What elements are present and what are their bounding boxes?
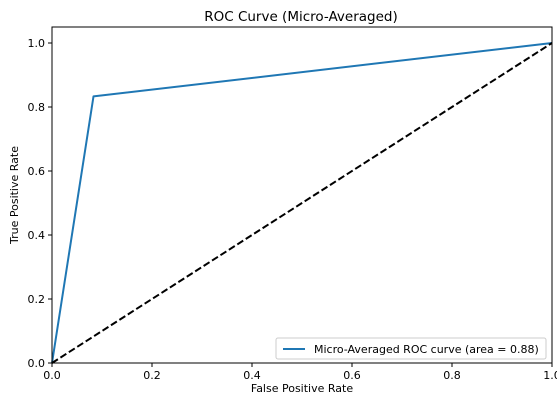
x-tick-label: 0.8 [443, 369, 461, 382]
y-tick-label: 0.2 [28, 293, 46, 306]
y-axis-ticks: 0.0 0.2 0.4 0.6 0.8 1.0 [28, 37, 52, 370]
legend-box [275, 337, 547, 360]
x-axis-label: False Positive Rate [251, 382, 353, 395]
roc-curve-line [51, 42, 553, 364]
y-tick-label: 0.6 [28, 165, 46, 178]
chart-title: ROC Curve (Micro-Averaged) [204, 9, 398, 25]
plot-frame [51, 26, 553, 364]
plot-series [51, 42, 553, 364]
y-axis-label: True Positive Rate [8, 146, 21, 245]
y-tick-label: 0.8 [28, 101, 46, 114]
y-tick-label: 0.0 [28, 357, 46, 370]
x-tick-label: 0.2 [143, 369, 161, 382]
x-tick-label: 0.0 [43, 369, 61, 382]
x-tick-label: 1.0 [543, 369, 557, 382]
x-tick-label: 0.4 [243, 369, 261, 382]
y-tick-label: 0.4 [28, 229, 46, 242]
y-tick-label: 1.0 [28, 37, 46, 50]
x-axis-ticks: 0.0 0.2 0.4 0.6 0.8 1.0 [43, 363, 557, 382]
legend-label: Micro-Averaged ROC curve (area = 0.88) [314, 343, 539, 356]
legend: Micro-Averaged ROC curve (area = 0.88) [275, 337, 547, 360]
x-tick-label: 0.6 [343, 369, 361, 382]
diagonal-reference-line [51, 42, 553, 364]
